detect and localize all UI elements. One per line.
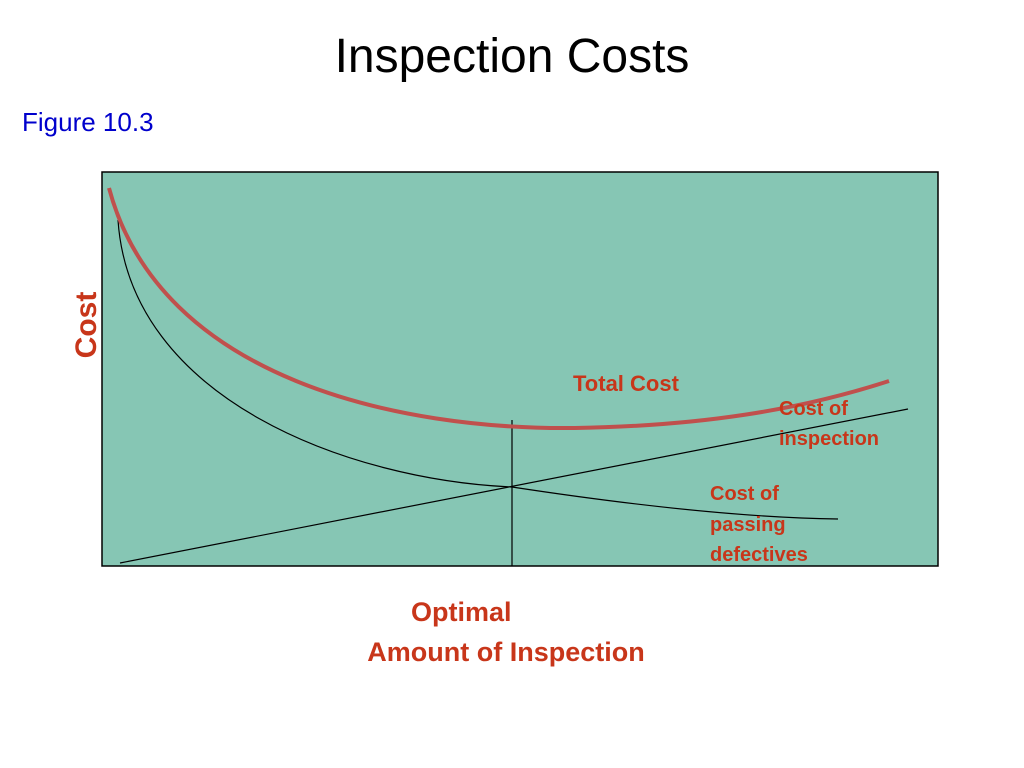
x-axis-label-line: Optimal [411, 597, 512, 627]
slide-title: Inspection Costs [335, 30, 690, 83]
curve-label-line: Cost of [779, 398, 848, 420]
plot-area [101, 171, 939, 567]
inspection-cost-line [119, 408, 909, 564]
y-axis-label: Cost [70, 292, 103, 359]
curve-label-line: passing [710, 514, 786, 536]
figure-label: Figure 10.3 [22, 107, 154, 137]
defect-cost-curve [117, 219, 839, 520]
curve-label: Total Cost [573, 371, 680, 396]
curve-label-line: Cost of [710, 483, 779, 505]
curve-label: Cost of passing defectives [710, 483, 808, 566]
curve-label-line: inspection [779, 428, 879, 450]
x-axis-label: Optimal Amount of Inspection [367, 597, 644, 667]
curve-label-line: defectives [710, 544, 808, 566]
x-axis-label-line: Amount of Inspection [367, 637, 644, 667]
total-cost-curve [107, 187, 890, 431]
curve-label: Cost of inspection [779, 398, 879, 450]
